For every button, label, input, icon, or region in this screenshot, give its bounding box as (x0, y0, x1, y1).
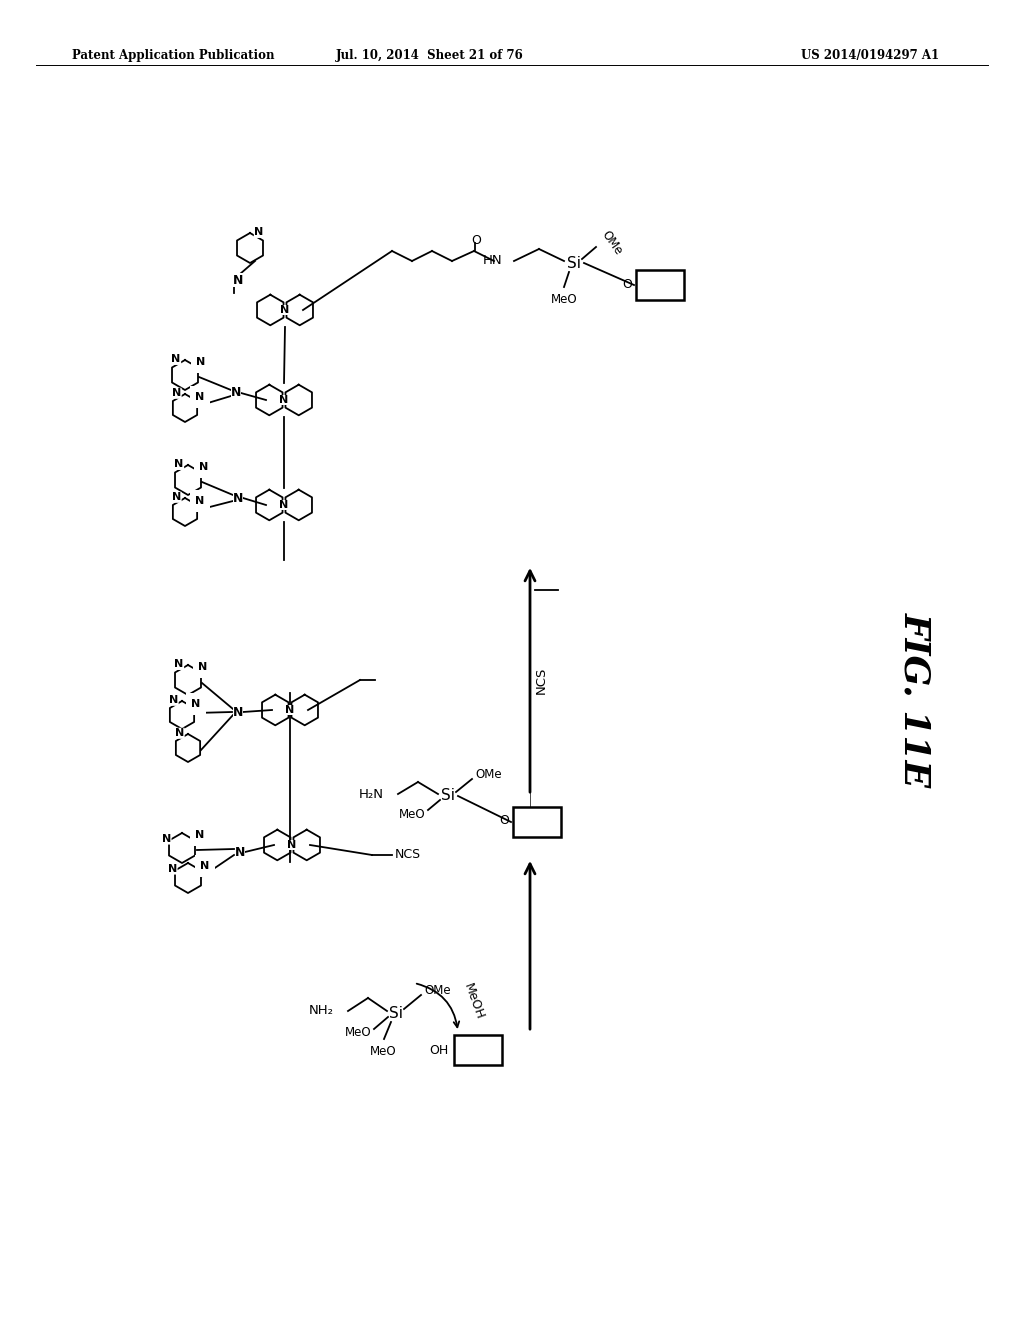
Text: N: N (232, 491, 243, 504)
Bar (636, 271, 684, 300)
Text: N: N (162, 834, 171, 843)
Text: N: N (197, 356, 206, 367)
Text: N: N (201, 861, 210, 871)
Text: N: N (254, 227, 263, 238)
Text: US 2014/0194297 A1: US 2014/0194297 A1 (801, 49, 939, 62)
Text: NCS: NCS (395, 847, 421, 861)
Text: N: N (232, 705, 243, 718)
Text: N: N (172, 388, 181, 399)
Text: O: O (499, 814, 509, 828)
Text: Si: Si (441, 788, 455, 804)
Text: OMe: OMe (475, 768, 502, 781)
Text: N: N (199, 663, 208, 672)
Text: NH₂: NH₂ (309, 1005, 334, 1018)
Text: NCS: NCS (535, 667, 548, 694)
Text: FIG. 11E: FIG. 11E (898, 612, 932, 788)
Text: N: N (175, 729, 184, 738)
Text: Si: Si (567, 256, 581, 271)
Text: N: N (196, 496, 205, 506)
Text: N: N (288, 840, 297, 850)
Text: N: N (196, 830, 205, 840)
Text: N: N (234, 846, 245, 858)
Text: HN: HN (482, 255, 502, 268)
Text: N: N (200, 462, 209, 473)
Text: N: N (169, 696, 178, 705)
Text: O: O (471, 235, 481, 248)
Text: OMe: OMe (599, 228, 625, 257)
Text: N: N (286, 705, 295, 715)
Text: N: N (232, 273, 243, 286)
Text: Jul. 10, 2014  Sheet 21 of 76: Jul. 10, 2014 Sheet 21 of 76 (336, 49, 524, 62)
Text: Si: Si (389, 1006, 403, 1020)
Text: MeOH: MeOH (461, 982, 485, 1022)
Text: N: N (168, 865, 177, 874)
Text: N: N (196, 392, 205, 403)
Text: O: O (623, 277, 632, 290)
Text: Patent Application Publication: Patent Application Publication (72, 49, 274, 62)
Text: MeO: MeO (344, 1027, 371, 1040)
Text: N: N (230, 387, 242, 400)
Text: N: N (174, 660, 183, 669)
Text: N: N (174, 459, 183, 470)
Text: H₂N: H₂N (359, 788, 384, 800)
Bar (513, 807, 561, 837)
Text: N: N (280, 500, 289, 510)
Text: OH: OH (429, 1044, 449, 1056)
Text: OMe: OMe (424, 985, 451, 998)
Text: N: N (171, 354, 180, 364)
Text: N: N (280, 395, 289, 405)
Text: N: N (191, 700, 201, 709)
Bar (454, 1035, 502, 1065)
Text: N: N (281, 305, 290, 315)
Text: MeO: MeO (370, 1045, 396, 1059)
Text: MeO: MeO (398, 808, 425, 821)
Text: N: N (172, 492, 181, 503)
Text: MeO: MeO (551, 293, 578, 306)
